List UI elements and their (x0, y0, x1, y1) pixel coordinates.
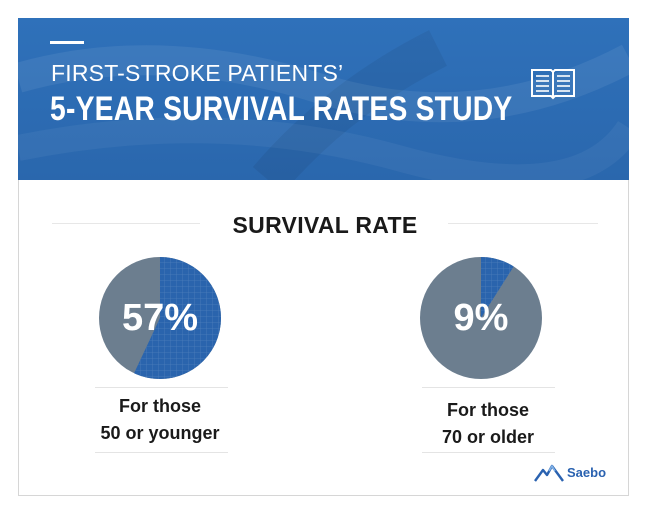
caption-rule-bottom-younger (95, 452, 228, 453)
mountain-logo-icon (534, 464, 564, 482)
caption-rule-top-younger (95, 387, 228, 388)
pie-value-label-older: 9% (453, 297, 509, 339)
header-background-texture (18, 30, 629, 180)
pie-value-label-younger: 57% (121, 297, 199, 339)
caption-older: For those 70 or older (388, 397, 588, 451)
section-rule-left (52, 223, 200, 224)
header-title: 5-YEAR SURVIVAL RATES STUDY (50, 90, 513, 128)
section-title: SURVIVAL RATE (232, 212, 418, 238)
header-accent-rule (50, 41, 84, 44)
caption-younger-line2: 50 or younger (100, 423, 220, 443)
pie-slice-survival (481, 257, 514, 318)
caption-older-line1: For those (446, 400, 529, 420)
brand-name: Saebo (567, 465, 607, 480)
caption-younger: For those 50 or younger (60, 393, 260, 447)
caption-older-line2: 70 or older (441, 427, 535, 447)
header-banner (18, 18, 629, 180)
pie-chart-older (420, 257, 542, 379)
header-subtitle: FIRST-STROKE PATIENTS’ (51, 60, 344, 86)
pie-slice-survival (134, 257, 222, 379)
caption-rule-top-older (422, 387, 555, 388)
pie-chart-younger (99, 257, 222, 379)
caption-rule-bottom-older (422, 452, 555, 453)
caption-younger-line1: For those (118, 396, 201, 416)
section-rule-right (448, 223, 598, 224)
open-book-icon (531, 69, 575, 100)
